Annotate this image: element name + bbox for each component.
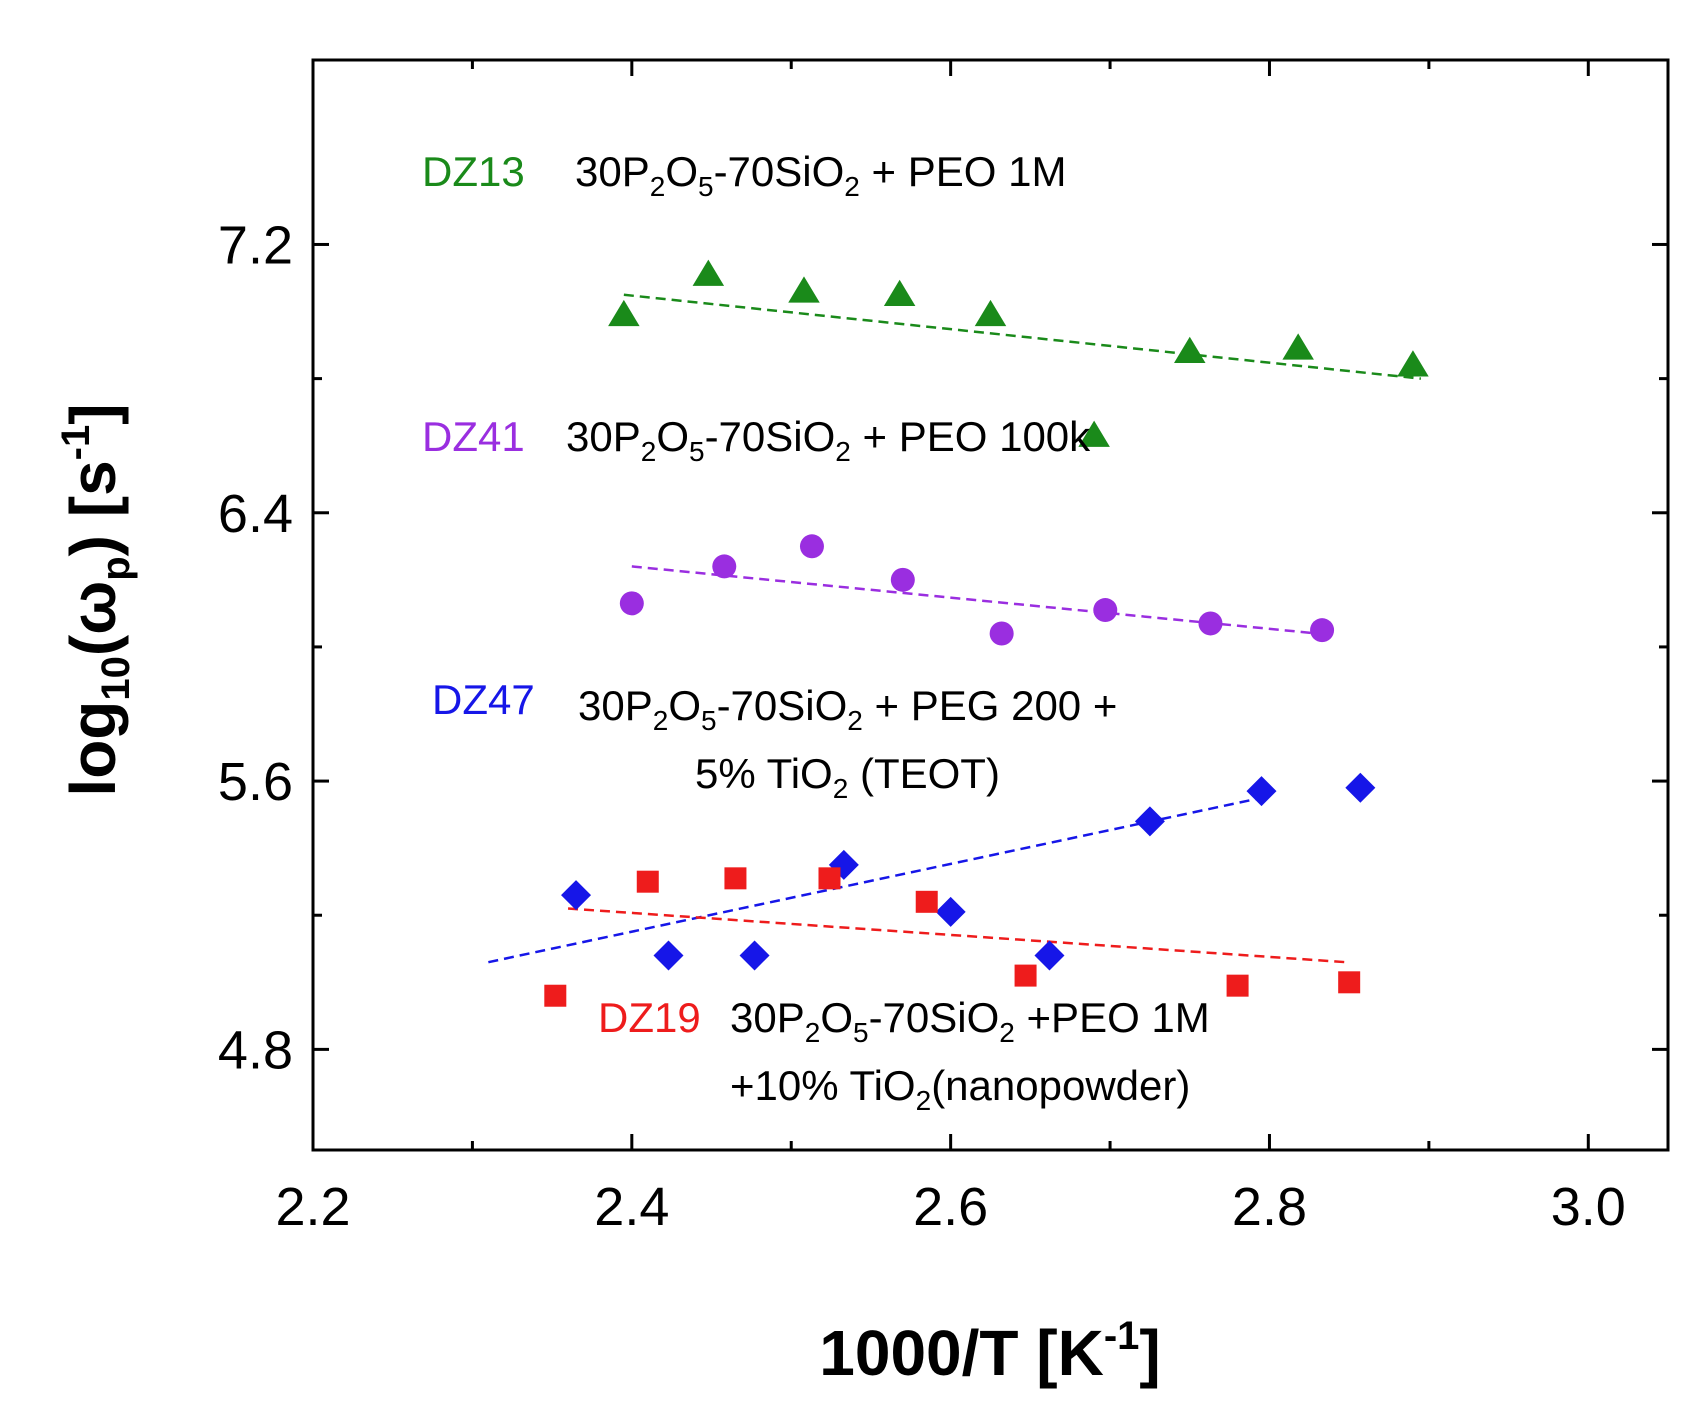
data-point-dz13 <box>608 299 640 327</box>
data-point-dz19 <box>636 870 659 893</box>
data-point-dz47 <box>1246 776 1277 807</box>
y-tick-label: 7.2 <box>218 215 293 275</box>
y-axis-title: log10(ωp) [s-1] <box>54 403 138 796</box>
data-point-dz41 <box>1198 611 1223 636</box>
series-desc-dz47: 30P2O5-70SiO2 + PEG 200 + <box>578 682 1117 736</box>
series-desc-dz41: 30P2O5-70SiO2 + PEO 100k <box>566 413 1091 467</box>
data-point-dz47 <box>653 940 684 971</box>
x-tick-label: 2.4 <box>594 1177 669 1237</box>
fit-line-dz13 <box>623 293 1422 380</box>
data-point-dz47 <box>739 940 770 971</box>
series-label-dz47: DZ47 <box>432 676 535 723</box>
x-tick-label: 3.0 <box>1551 1177 1626 1237</box>
series-label-dz19: DZ19 <box>598 994 701 1041</box>
y-tick-label: 6.4 <box>218 484 293 544</box>
data-point-dz41 <box>619 591 644 616</box>
data-point-dz13 <box>788 276 820 303</box>
data-point-dz41 <box>1310 618 1335 643</box>
data-point-dz47 <box>935 896 966 927</box>
series-desc2-dz47: 5% TiO2 (TEOT) <box>695 750 1000 804</box>
fit-line-dz41 <box>631 565 1318 635</box>
data-points <box>544 259 1429 1007</box>
series-desc2-dz19: +10% TiO2(nanopowder) <box>730 1062 1190 1116</box>
data-point-dz41 <box>799 534 824 559</box>
y-tick-label: 5.6 <box>218 752 293 812</box>
y-tick-label: 4.8 <box>218 1020 293 1080</box>
data-point-dz13 <box>1174 336 1206 364</box>
x-tick-label: 2.2 <box>275 1177 350 1237</box>
data-point-dz13 <box>974 299 1007 327</box>
data-point-dz19 <box>1338 971 1361 994</box>
data-point-dz19 <box>1226 974 1249 997</box>
data-point-dz19 <box>1014 964 1037 987</box>
fit-lines <box>488 293 1422 964</box>
series-label-dz41: DZ41 <box>422 413 525 460</box>
series-label-dz13: DZ13 <box>422 148 525 195</box>
fit-line-dz19 <box>567 907 1347 964</box>
data-point-dz47 <box>1034 940 1065 971</box>
x-tick-label: 2.6 <box>913 1177 988 1237</box>
data-point-dz19 <box>818 867 841 890</box>
series-desc-dz13: 30P2O5-70SiO2 + PEO 1M <box>575 148 1066 202</box>
data-point-dz19 <box>544 984 567 1007</box>
data-point-dz41 <box>1093 598 1118 623</box>
fit-line-dz47 <box>488 796 1262 964</box>
data-point-dz13 <box>692 259 725 286</box>
data-point-dz41 <box>989 621 1014 646</box>
data-point-dz13 <box>1078 420 1110 447</box>
data-point-dz13 <box>1282 333 1314 360</box>
data-point-dz47 <box>1345 772 1376 803</box>
x-axis-title: 1000/T [K-1] <box>819 1314 1160 1389</box>
axis-ticks: 2.2 2.4 2.6 2.8 3.0 4.8 5.6 6.4 7.2 <box>218 60 1668 1237</box>
x-tick-label: 2.8 <box>1232 1177 1307 1237</box>
data-point-dz13 <box>883 279 916 307</box>
data-point-dz19 <box>915 890 938 913</box>
data-point-dz41 <box>712 554 737 579</box>
plot-frame <box>311 58 1670 1152</box>
series-desc-dz19: 30P2O5-70SiO2 +PEO 1M <box>730 994 1210 1048</box>
data-point-dz41 <box>890 567 915 592</box>
data-point-dz19 <box>724 867 747 890</box>
data-point-dz47 <box>1134 806 1165 837</box>
data-point-dz47 <box>561 880 592 911</box>
data-point-dz13 <box>1397 350 1429 377</box>
